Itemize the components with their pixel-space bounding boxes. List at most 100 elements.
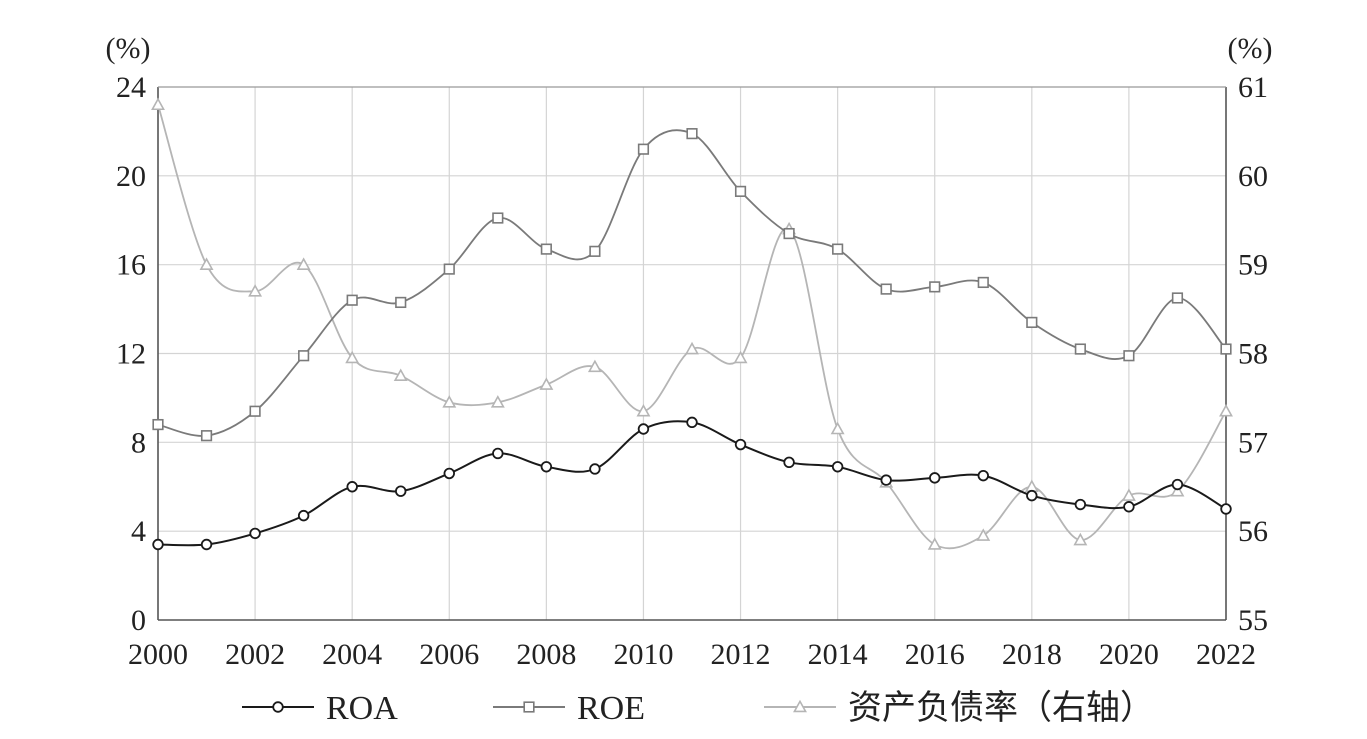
roe-data-point [540,243,552,255]
roa-data-point [1026,489,1038,502]
roe-data-point [1026,316,1038,329]
debt-ratio-data-point [927,537,942,550]
left-tick-label: 8 [131,426,146,459]
right-tick-label: 60 [1238,160,1268,193]
roa-data-point [249,527,261,540]
debt-ratio-data-point [636,403,651,417]
roe-data-point [734,185,747,197]
roa-legend-label: ROA [326,690,398,727]
roe-data-point [1220,343,1232,355]
debt-ratio-data-point [442,395,457,408]
x-tick-label: 2016 [905,638,965,671]
right-tick-label: 61 [1238,71,1268,104]
debt-ratio-data-point [733,350,748,364]
left-axis-unit: (%) [106,32,151,65]
roa-data-point [1171,478,1184,491]
roe-data-point [1074,343,1086,355]
right-tick-label: 57 [1238,426,1268,459]
roe-legend-label: ROE [577,690,645,727]
roe-data-point [200,430,213,442]
debt-ratio-data-point [393,368,408,381]
right-tick-label: 56 [1238,515,1268,548]
right-tick-label: 58 [1238,338,1268,371]
roa-data-point [395,485,407,497]
roe-data-point [977,276,989,289]
roa-data-point [1220,503,1232,515]
left-tick-label: 0 [131,604,146,637]
debt-ratio-data-point [587,359,602,373]
debt-ratio-data-point [1121,488,1136,501]
roe-data-point [686,128,698,140]
roe-data-point [492,212,504,224]
left-tick-label: 16 [116,249,146,282]
roe-data-point [637,143,650,155]
roe-data-point [783,227,795,240]
roe-data-point [298,350,310,362]
debt-ratio-legend-marker [793,699,807,713]
debt-ratio-data-point [151,97,165,111]
roa-data-point [637,423,650,435]
debt-ratio-data-point [976,528,991,541]
debt-ratio-data-point [490,395,505,408]
left-tick-label: 24 [116,71,146,104]
left-tick-label: 12 [116,338,146,371]
roe-data-point [832,243,844,255]
x-tick-label: 2022 [1196,638,1256,671]
roa-data-point [929,472,941,484]
roa-data-point [540,461,553,473]
series-layer [151,97,1233,551]
roe-data-point [395,296,407,309]
x-tick-label: 2002 [225,638,285,671]
x-tick-label: 2010 [613,638,673,671]
roa-data-point [492,447,504,460]
debt-ratio-data-point [345,350,360,364]
x-tick-label: 2004 [322,638,382,671]
debt-ratio-data-point [685,341,699,355]
roa-data-point [1074,498,1087,511]
debt-ratio-data-point [830,421,845,435]
x-tick-label: 2014 [808,638,868,671]
roa-data-point [200,538,213,551]
roa-data-point [880,474,892,486]
axes: 0 4 8 12 16 20 24 55 56 57 58 59 60 61 2000 2002 2004 200… [116,71,1268,671]
roa-legend-marker [272,701,284,713]
roa-data-point [152,538,164,551]
debt-ratio-data-point [296,257,311,270]
roe-data-point [152,418,164,431]
debt-ratio-data-point [1024,479,1039,493]
x-tick-label: 2008 [516,638,576,671]
grid-lines [158,87,1226,620]
roe-legend-marker [523,701,535,713]
debt-ratio-series-line [157,104,1227,550]
roe-data-point [443,263,455,275]
debt-ratio-legend-label: 资产负债率（右轴） [848,689,1154,727]
roa-data-point [831,461,844,473]
x-tick-label: 2006 [419,638,479,671]
roa-data-point [443,467,455,480]
roa-data-point [346,481,358,493]
roa-data-point [686,416,698,429]
roe-data-point [929,281,941,293]
right-tick-label: 55 [1238,604,1268,637]
roa-data-point [977,469,989,482]
roa-data-point [783,456,795,469]
debt-ratio-data-point [199,257,214,270]
debt-ratio-data-point [248,284,263,297]
x-tick-label: 2012 [711,638,771,671]
right-tick-label: 59 [1238,249,1268,282]
debt-ratio-data-point [1170,483,1185,497]
x-tick-label: 2020 [1099,638,1159,671]
debt-ratio-data-point [1073,532,1088,546]
roe-data-point [880,283,892,295]
roa-data-point [734,438,747,451]
right-axis-unit: (%) [1228,32,1273,65]
legend: ROA ROE 资产负债率（右轴） [242,689,1154,727]
x-tick-label: 2000 [128,638,188,671]
left-tick-label: 20 [116,160,146,193]
roe-data-point [346,294,358,306]
debt-ratio-data-point [1219,403,1233,417]
roa-data-point [1123,501,1135,513]
debt-ratio-data-point [539,377,554,390]
x-tick-label: 2018 [1002,638,1062,671]
